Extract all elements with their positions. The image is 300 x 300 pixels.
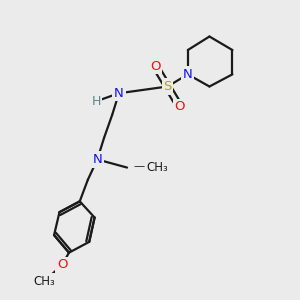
Text: O: O bbox=[57, 258, 68, 271]
Text: CH₃: CH₃ bbox=[146, 161, 168, 174]
Text: O: O bbox=[175, 100, 185, 113]
Text: N: N bbox=[92, 153, 102, 166]
Text: O: O bbox=[150, 60, 161, 73]
Text: CH₃: CH₃ bbox=[34, 274, 56, 287]
Text: N: N bbox=[114, 87, 124, 100]
Text: S: S bbox=[164, 80, 172, 93]
Text: N: N bbox=[183, 68, 193, 81]
Text: H: H bbox=[91, 95, 101, 108]
Text: —: — bbox=[134, 161, 145, 171]
